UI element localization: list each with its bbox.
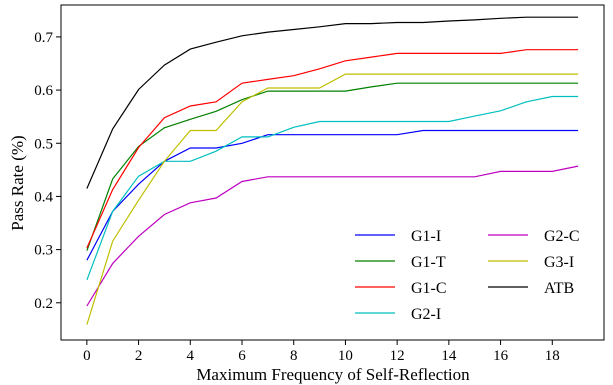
- y-tick-label: 0.7: [34, 30, 53, 46]
- x-tick-label: 6: [238, 348, 246, 364]
- series-lines: [86, 16, 579, 325]
- legend-label: ATB: [544, 280, 574, 297]
- x-tick-label: 18: [545, 348, 560, 364]
- x-tick-label: 4: [187, 348, 195, 364]
- legend-label: G1-T: [411, 254, 446, 271]
- series-line-g1-t: [86, 82, 579, 251]
- legend: G1-I G1-T G1-C G2-I G2-C G3-I ATB: [355, 228, 580, 323]
- y-tick-label: 0.2: [34, 296, 53, 312]
- y-tick-label: 0.3: [34, 243, 53, 259]
- x-tick-label: 16: [493, 348, 509, 364]
- x-tick-label: 14: [441, 348, 457, 364]
- x-axis-label: Maximum Frequency of Self-Reflection: [196, 365, 470, 384]
- legend-label: G2-C: [544, 228, 580, 245]
- plot-frame: [60, 4, 605, 341]
- axes: [60, 4, 605, 341]
- x-tick-label: 2: [135, 348, 143, 364]
- x-tick-label: 0: [83, 348, 91, 364]
- tick-labels: 0 2 4 6 8 10 12 14 16 18 0.2 0.3 0.4 0.5 0.6 0.7: [34, 30, 560, 364]
- x-tick-label: 12: [390, 348, 405, 364]
- legend-label: G1-I: [411, 228, 441, 245]
- series-line-g1-c: [86, 49, 579, 249]
- x-tick-label: 8: [290, 348, 298, 364]
- y-tick-label: 0.4: [34, 189, 53, 205]
- series-line-g2-c: [86, 165, 579, 307]
- y-tick-label: 0.6: [34, 83, 53, 99]
- series-line-g2-i: [86, 95, 579, 281]
- series-line-atb: [86, 16, 579, 189]
- series-line-g3-i: [86, 73, 579, 325]
- y-axis-label: Pass Rate (%): [8, 135, 27, 230]
- legend-label: G3-I: [544, 254, 574, 271]
- x-tick-label: 10: [338, 348, 353, 364]
- y-tick-label: 0.5: [34, 136, 53, 152]
- legend-label: G1-C: [411, 280, 447, 297]
- series-line-g1-i: [86, 129, 579, 261]
- legend-label: G2-I: [411, 306, 441, 323]
